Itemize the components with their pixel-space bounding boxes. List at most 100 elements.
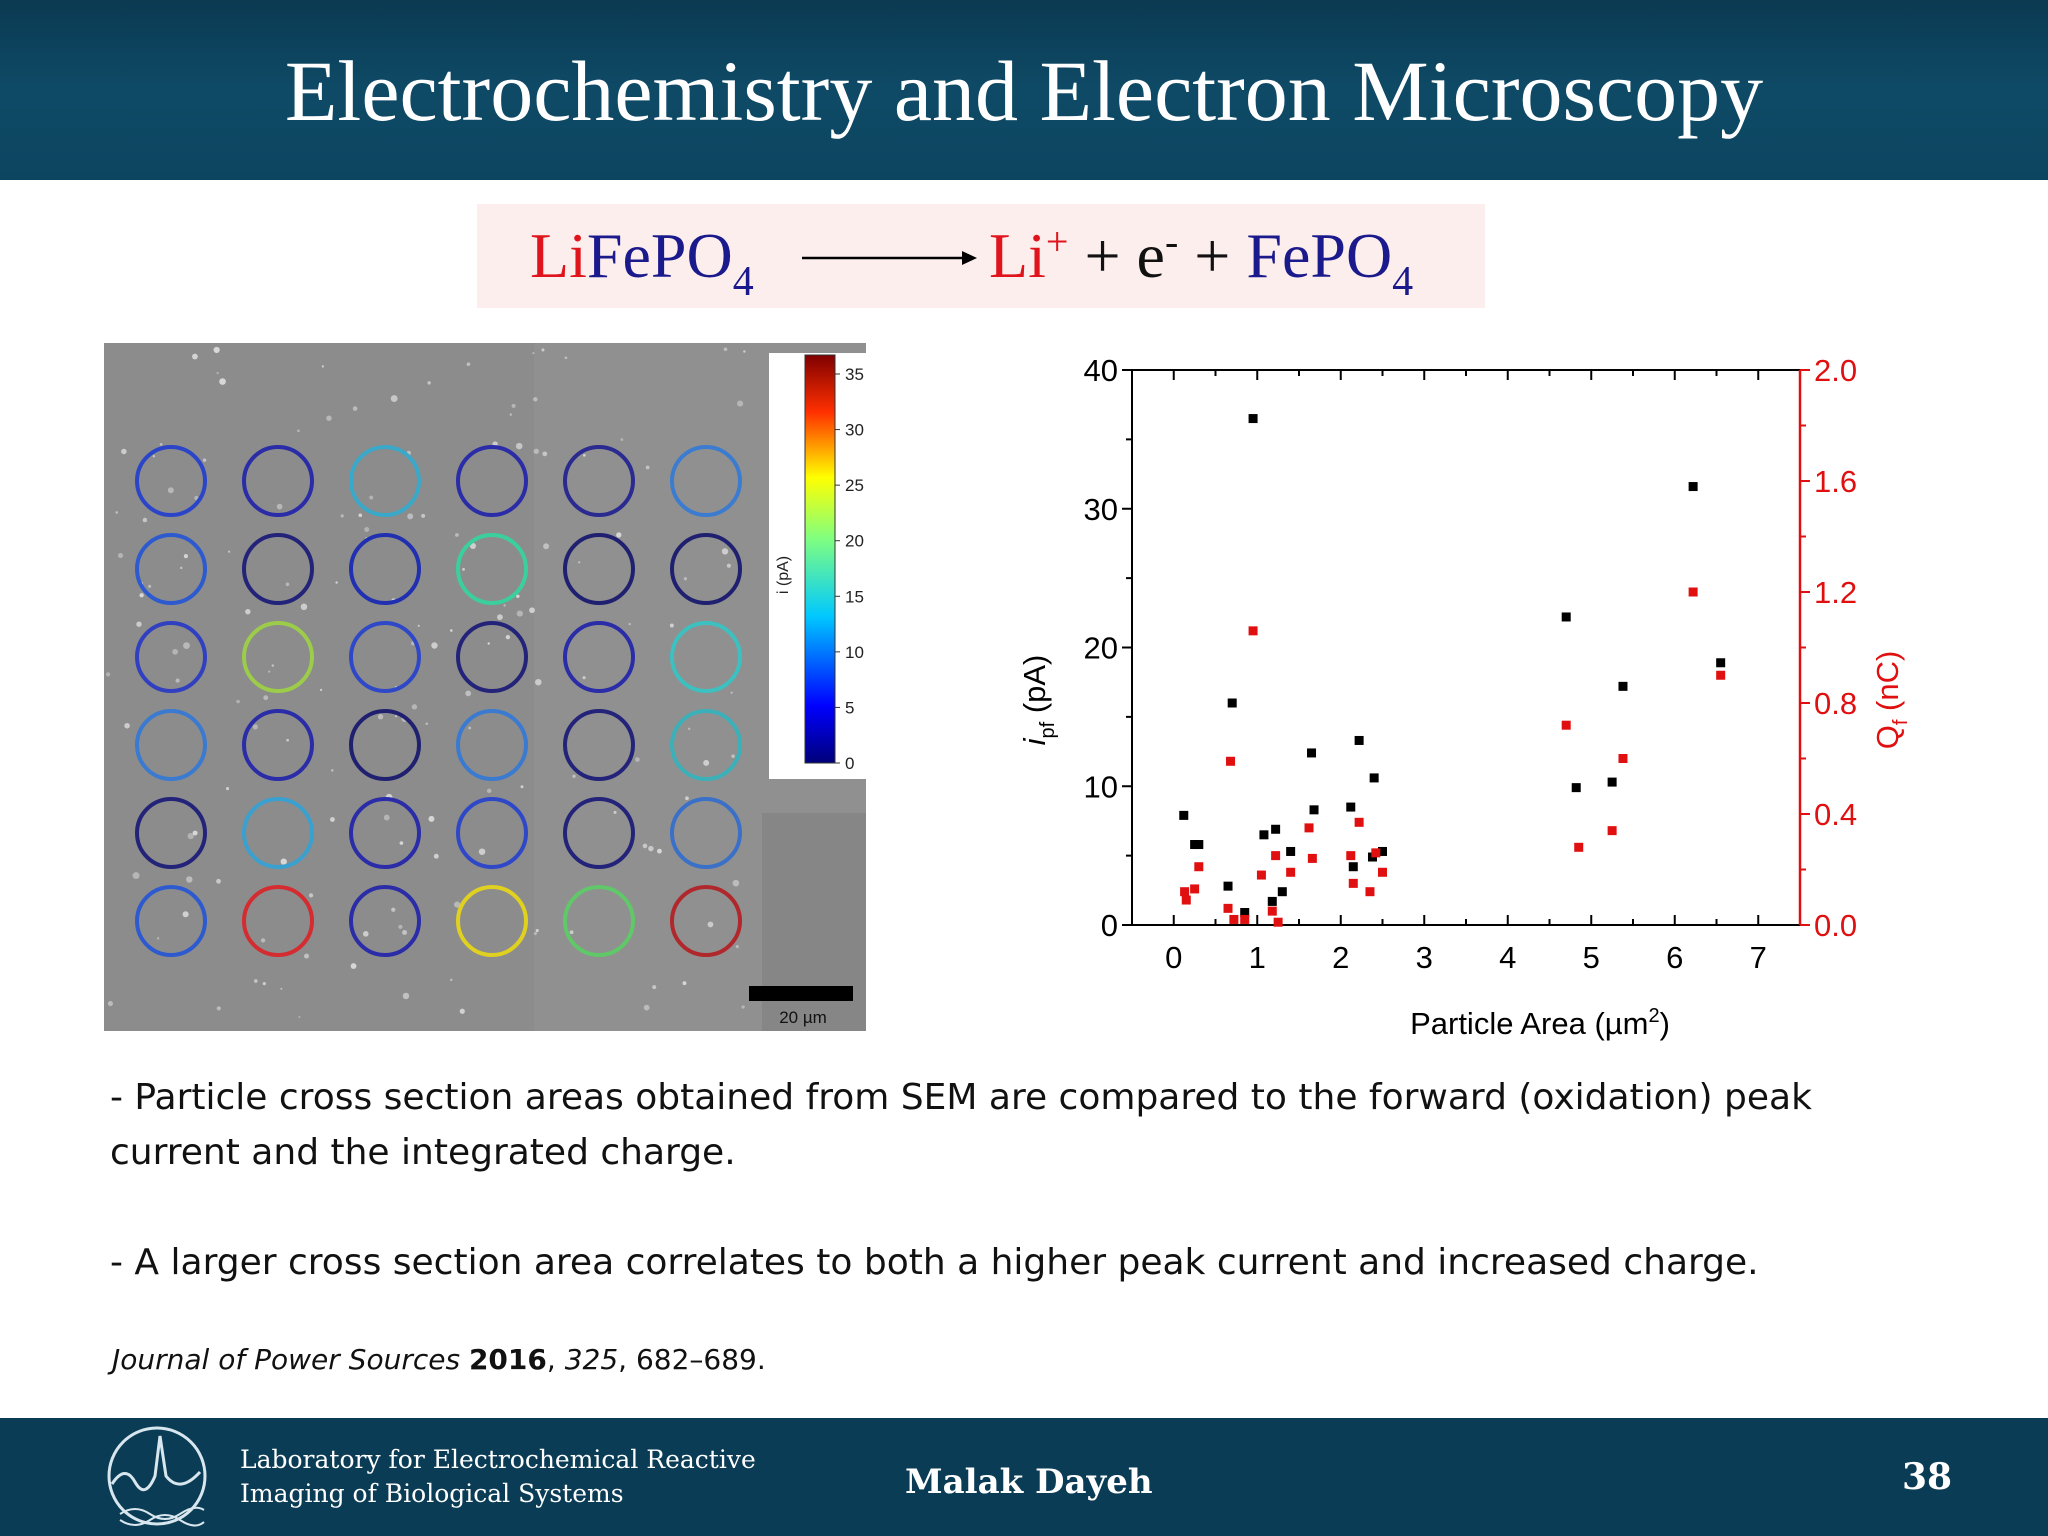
- particle-circle: [456, 797, 528, 869]
- particle-speck: [533, 932, 537, 936]
- current-point: [1277, 887, 1287, 897]
- particle-speck: [213, 346, 220, 354]
- current-point: [1571, 783, 1581, 793]
- citation-pages: , 682–689.: [618, 1343, 766, 1376]
- particle-circle: [349, 709, 421, 781]
- current-point: [1248, 414, 1258, 424]
- particle-speck: [417, 624, 420, 627]
- charge-point: [1354, 817, 1364, 827]
- x-tick-label: 0: [1165, 940, 1182, 975]
- particle-speck: [216, 1006, 221, 1011]
- y-left-tick-label: 40: [1084, 353, 1118, 388]
- product-subscript: 4: [1392, 259, 1414, 305]
- particle-circle: [135, 445, 207, 517]
- product-li: Li: [989, 220, 1046, 291]
- particle-speck: [117, 553, 124, 559]
- reactant: LiFePO4: [530, 204, 754, 316]
- charge-point: [1286, 867, 1296, 877]
- particle-speck: [216, 878, 221, 884]
- particle-speck: [683, 577, 688, 581]
- particle-speck: [723, 347, 728, 352]
- scatter-chart: 0 1 2 3 4 5 6 7 0 10 20 30 40 0.0 0.4 0.8 1.2 1.6 2.0 Part…: [1017, 353, 1912, 1041]
- particle-speck: [529, 607, 535, 614]
- particle-speck: [175, 678, 180, 683]
- particle-speck: [280, 858, 287, 865]
- particle-circle: [242, 621, 314, 693]
- charge-point: [1688, 587, 1698, 597]
- particle-speck: [183, 554, 189, 559]
- page-number: 38: [1902, 1456, 1953, 1498]
- charge-point: [1378, 867, 1387, 877]
- particle-circle: [563, 445, 635, 517]
- current-point: [1561, 612, 1571, 622]
- x-tick-label: 1: [1249, 940, 1266, 975]
- y-right-tick-label: 0.0: [1814, 908, 1857, 943]
- particle-speck: [121, 448, 127, 455]
- y-left-tick-label: 0: [1101, 908, 1118, 943]
- axis-ticks: [1122, 369, 1810, 926]
- particle-speck: [732, 879, 740, 887]
- particle-speck: [741, 1005, 745, 1009]
- particle-speck: [532, 352, 535, 355]
- colorbar-ticks: 35 30 25 20 15 10 5 0: [835, 365, 864, 773]
- particle-speck: [511, 403, 516, 408]
- y-right-tick-label: 2.0: [1814, 353, 1857, 388]
- current-point: [1348, 862, 1358, 872]
- products: Li+ + e- + FePO4: [989, 204, 1413, 316]
- particle-circle: [670, 445, 742, 517]
- particle-speck: [707, 921, 714, 928]
- charge-point: [1248, 626, 1258, 636]
- charge-point: [1365, 887, 1375, 897]
- bullet-2: - A larger cross section area correlates…: [110, 1242, 1759, 1283]
- charge-point: [1267, 906, 1277, 916]
- charge-point: [1190, 884, 1200, 894]
- colorbar-tick-label: 35: [845, 365, 864, 384]
- particle-speck: [263, 695, 269, 701]
- particle-speck: [468, 726, 471, 730]
- particle-speck: [326, 415, 332, 421]
- particle-speck: [402, 929, 408, 935]
- particle-speck: [202, 458, 207, 462]
- particle-speck: [383, 814, 390, 821]
- electron-charge: -: [1164, 219, 1179, 264]
- charge-point: [1256, 870, 1266, 880]
- particle-speck: [132, 872, 140, 880]
- charge-point: [1716, 670, 1726, 680]
- particle-speck: [124, 722, 130, 729]
- particle-speck: [394, 715, 398, 718]
- particle-circle: [135, 709, 207, 781]
- particle-speck: [613, 810, 617, 814]
- particle-speck: [364, 527, 370, 532]
- particle-speck: [330, 817, 335, 822]
- particle-speck: [564, 356, 568, 360]
- particle-speck: [300, 603, 308, 611]
- y-left-tick-label: 20: [1084, 631, 1118, 666]
- particle-speck: [308, 893, 314, 898]
- y-left-tick-label: 10: [1084, 769, 1118, 804]
- charge-point: [1223, 903, 1233, 913]
- citation-volume: 325: [564, 1343, 619, 1376]
- particle-speck: [319, 688, 323, 692]
- charge-point: [1180, 887, 1190, 897]
- x-tick-label: 5: [1583, 940, 1600, 975]
- particle-speck: [743, 350, 746, 353]
- particle-speck: [520, 785, 524, 789]
- particle-speck: [582, 676, 586, 680]
- charge-point: [1226, 756, 1236, 766]
- particle-speck: [569, 930, 574, 935]
- particle-speck: [578, 561, 581, 564]
- current-point: [1267, 896, 1277, 906]
- colorbar-tick-label: 25: [845, 476, 864, 495]
- particle-circle: [242, 533, 314, 605]
- bullet-1-line-2: current and the integrated charge.: [110, 1132, 736, 1173]
- particle-speck: [139, 593, 144, 598]
- particle-speck: [186, 876, 193, 883]
- particle-speck: [465, 690, 472, 697]
- particle-speck: [516, 610, 523, 617]
- charge-point: [1607, 826, 1617, 836]
- particle-speck: [572, 774, 576, 778]
- particle-speck: [350, 963, 357, 969]
- scale-bar-label: 20 µm: [779, 1008, 827, 1027]
- particle-speck: [657, 848, 662, 854]
- reactant-fepo: FePO: [586, 220, 733, 291]
